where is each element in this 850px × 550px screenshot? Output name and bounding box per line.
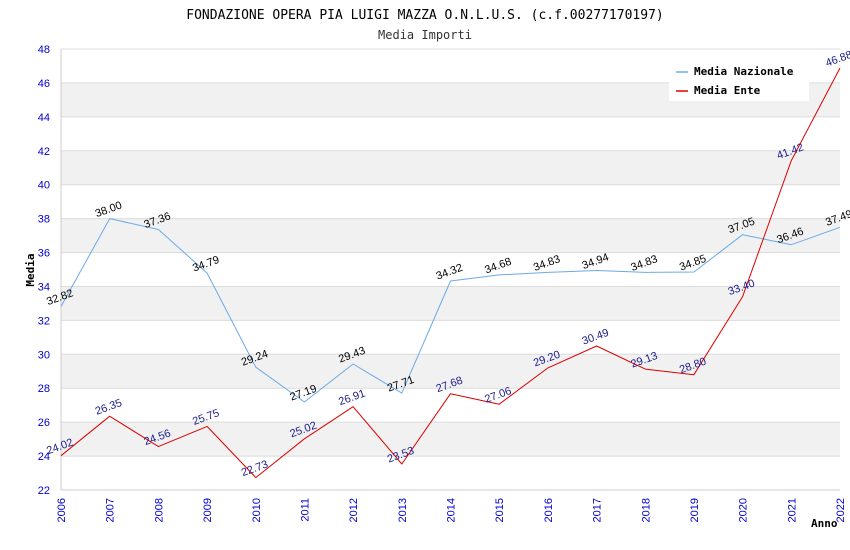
data-label: 30.49 (581, 327, 611, 348)
y-tick-label: 26 (38, 417, 50, 429)
series-lines (60, 67, 841, 479)
legend: Media Nazionale Media Ente (669, 61, 809, 101)
series-line-media-nazionale (60, 218, 841, 403)
x-tick-label: 2009 (202, 498, 214, 522)
data-label: 26.91 (337, 388, 367, 409)
x-tick-label: 2016 (543, 498, 555, 522)
y-tick-label: 48 (38, 44, 50, 56)
x-tick-label: 2018 (640, 498, 652, 522)
y-tick-label: 44 (38, 112, 50, 124)
y-tick-label: 30 (38, 349, 50, 361)
axes (60, 49, 840, 491)
legend-box (669, 61, 809, 101)
y-axis-title: Media (24, 253, 37, 286)
y-tick-label: 36 (38, 248, 50, 260)
x-tick-label: 2020 (738, 498, 750, 522)
chart-title: FONDAZIONE OPERA PIA LUIGI MAZZA O.N.L.U… (186, 8, 663, 23)
data-label: 34.85 (678, 253, 708, 274)
data-label: 46.88 (824, 49, 850, 70)
grid-band (61, 218, 840, 253)
chart-subtitle: Media Importi (378, 28, 472, 42)
y-tick-label: 46 (38, 78, 50, 90)
x-tick-label: 2011 (299, 498, 311, 522)
y-tick-label: 40 (38, 180, 50, 192)
x-tick-label: 2007 (105, 498, 117, 522)
data-label: 34.68 (483, 256, 513, 277)
x-tick-label: 2006 (56, 498, 68, 522)
x-tick-label: 2008 (153, 498, 165, 522)
y-tick-label: 38 (38, 214, 50, 226)
y-tick-label: 42 (38, 146, 50, 158)
legend-label-media-nazionale: Media Nazionale (694, 65, 794, 78)
series-line-media-ente (60, 67, 841, 479)
y-tick-label: 34 (38, 281, 50, 293)
grid-band (61, 286, 840, 321)
y-tick-label: 22 (38, 485, 50, 497)
grid-band (61, 354, 840, 389)
x-tick-label: 2012 (348, 498, 360, 522)
x-tick-label: 2013 (397, 498, 409, 522)
data-label: 34.83 (629, 253, 659, 274)
y-tick-label: 28 (38, 383, 50, 395)
x-tick-label: 2010 (251, 498, 263, 522)
y-tick-label: 24 (38, 451, 50, 463)
x-tick-label: 2017 (592, 498, 604, 522)
data-label: 38.00 (94, 199, 124, 220)
y-tick-labels: 22 24 26 28 30 32 34 36 38 40 42 44 46 48 (38, 44, 50, 497)
x-axis-title: Anno (811, 517, 838, 530)
grid-band (61, 150, 840, 185)
x-tick-label: 2021 (786, 498, 798, 522)
data-label: 26.35 (94, 397, 124, 418)
x-tick-label: 2022 (835, 498, 847, 522)
legend-label-media-ente: Media Ente (694, 84, 761, 97)
grid-band (61, 422, 840, 457)
x-tick-label: 2014 (446, 498, 458, 522)
x-tick-label: 2015 (494, 498, 506, 522)
x-tick-label: 2019 (689, 498, 701, 522)
y-tick-label: 32 (38, 315, 50, 327)
data-label: 34.83 (532, 253, 562, 274)
x-tick-labels: 2006 2007 2008 2009 2010 2011 2012 2013 2014 2015… (56, 498, 847, 522)
data-label: 34.94 (581, 251, 611, 272)
